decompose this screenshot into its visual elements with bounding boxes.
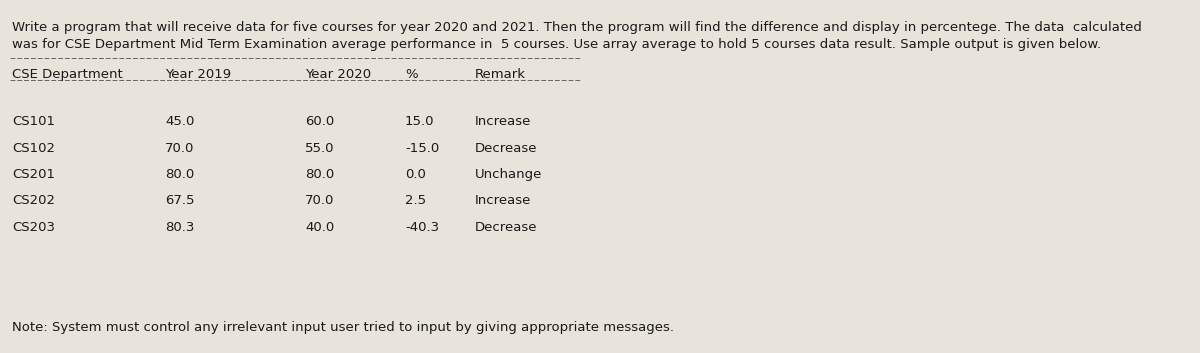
Text: 15.0: 15.0 [406,115,434,128]
Text: was for CSE Department Mid Term Examination average performance in  5 courses. U: was for CSE Department Mid Term Examinat… [12,38,1102,51]
Text: 55.0: 55.0 [305,142,335,155]
Text: CS201: CS201 [12,168,55,181]
Text: 70.0: 70.0 [305,195,335,208]
Text: Decrease: Decrease [475,142,538,155]
Text: CS203: CS203 [12,221,55,234]
Text: 0.0: 0.0 [406,168,426,181]
Text: Decrease: Decrease [475,221,538,234]
Text: CS102: CS102 [12,142,55,155]
Text: 60.0: 60.0 [305,115,335,128]
Text: CSE Department: CSE Department [12,68,122,81]
Text: Unchange: Unchange [475,168,542,181]
Text: CS202: CS202 [12,195,55,208]
Text: 2.5: 2.5 [406,195,426,208]
Text: 80.0: 80.0 [305,168,335,181]
Text: Note: System must control any irrelevant input user tried to input by giving app: Note: System must control any irrelevant… [12,321,674,334]
Text: Year 2020: Year 2020 [305,68,371,81]
Text: -15.0: -15.0 [406,142,439,155]
Text: 80.0: 80.0 [166,168,194,181]
Text: Increase: Increase [475,195,532,208]
Text: Year 2019: Year 2019 [166,68,232,81]
Text: CS101: CS101 [12,115,55,128]
Text: Increase: Increase [475,115,532,128]
Text: %: % [406,68,418,81]
Text: 45.0: 45.0 [166,115,194,128]
Text: 40.0: 40.0 [305,221,335,234]
Text: 70.0: 70.0 [166,142,194,155]
Text: Remark: Remark [475,68,526,81]
Text: Write a program that will receive data for five courses for year 2020 and 2021. : Write a program that will receive data f… [12,21,1142,34]
Text: 80.3: 80.3 [166,221,194,234]
Text: 67.5: 67.5 [166,195,194,208]
Text: -40.3: -40.3 [406,221,439,234]
